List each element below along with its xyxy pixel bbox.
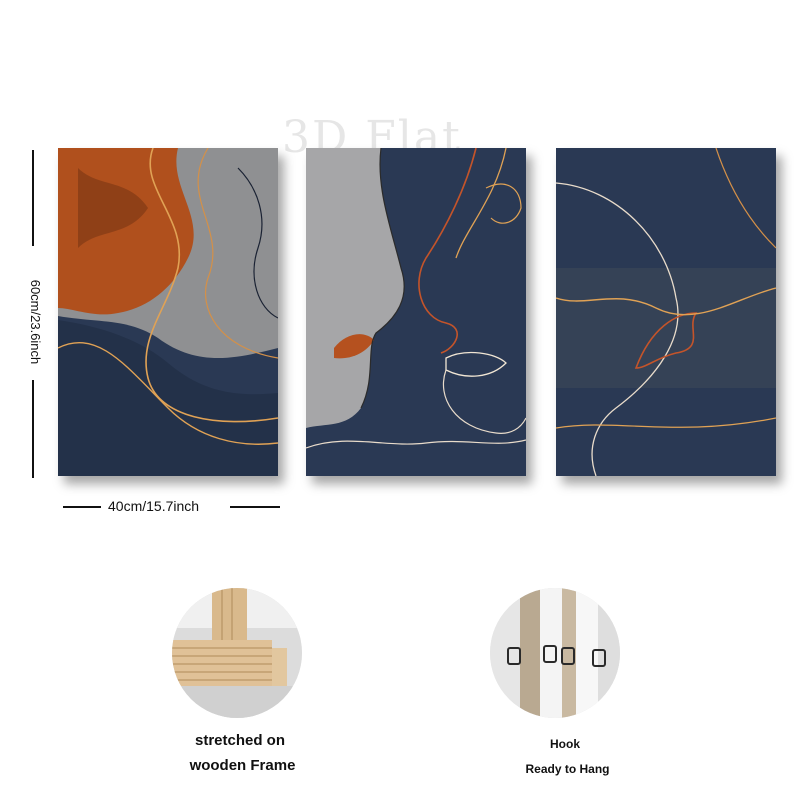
canvas-panel-right [556, 148, 776, 476]
height-dimension-line-bottom [32, 380, 34, 478]
abstract-face-art-center [306, 148, 526, 476]
canvas-panel-left [58, 148, 278, 476]
hook-detail-photo [490, 588, 620, 718]
frame-caption-line-1: stretched on [194, 732, 285, 749]
frame-caption-line-2: wooden Frame [189, 757, 296, 774]
height-dimension-label: 60cm/23.6inch [23, 280, 43, 365]
abstract-face-art-left [58, 148, 278, 476]
canvas-panel-center [306, 148, 526, 476]
width-dimension-label: 40cm/15.7inch [108, 498, 200, 514]
width-dimension-line-left [63, 506, 101, 508]
hook-caption-line-2: Ready to Hang [525, 762, 610, 776]
width-dimension-line-right [230, 506, 280, 508]
height-dimension-text: 60cm/23.6inch [28, 279, 43, 365]
wooden-frame-icon [172, 588, 302, 718]
hook-icon [490, 588, 620, 718]
wooden-frame-detail-photo [172, 588, 302, 718]
abstract-face-art-right [556, 148, 776, 476]
hook-caption-line-1: Hook [550, 737, 580, 751]
height-dimension-line-top [32, 150, 34, 246]
